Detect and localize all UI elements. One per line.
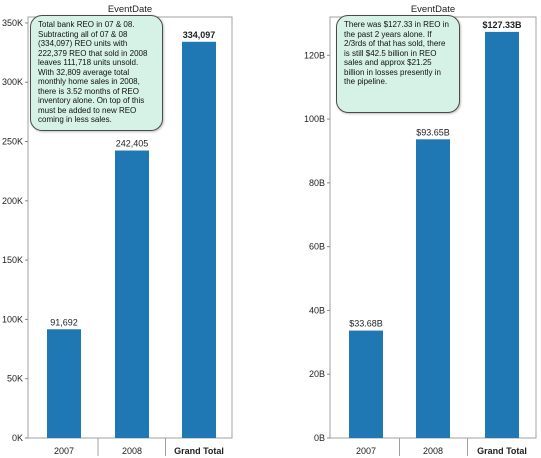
y-tick-label: 120B <box>304 50 325 60</box>
chart-right-reo-value: EventDate 0B 20B 40B 60B 80B 100B 120B $33.68B 20… <box>304 4 537 456</box>
bar-2007 <box>349 330 383 438</box>
category-label: 2008 <box>122 446 142 456</box>
y-tick-label: 300K <box>2 77 23 87</box>
data-label: $33.68B <box>349 319 383 329</box>
chart-left-reo-units: EventDate 0K 50K 100K 150K 200K 250K 300K 350K 91… <box>2 4 233 456</box>
y-tick-label: 100K <box>2 314 23 324</box>
annotation-left: Total bank REO in 07 & 08. Subtracting a… <box>30 15 163 131</box>
y-tick-label: 40B <box>309 305 325 315</box>
category-label: Grand Total <box>174 446 224 456</box>
category-label: 2007 <box>54 446 74 456</box>
y-tick-label: 80B <box>309 178 325 188</box>
y-tick-label: 200K <box>2 196 23 206</box>
y-tick-label: 0K <box>12 433 23 443</box>
category-label: 2007 <box>356 446 376 456</box>
data-label: 334,097 <box>183 30 216 40</box>
y-tick-label: 100B <box>304 114 325 124</box>
data-label: 242,405 <box>116 139 149 149</box>
annotation-right: There was $127.33 in REO in the past 2 y… <box>336 15 460 113</box>
data-label: $93.65B <box>416 127 450 137</box>
chart-title: EventDate <box>411 4 455 15</box>
chart-title: EventDate <box>108 4 152 15</box>
y-tick-label: 0B <box>314 433 325 443</box>
category-label: 2008 <box>423 446 443 456</box>
bar-2008 <box>416 139 450 438</box>
category-label: Grand Total <box>477 446 527 456</box>
bar-grand-total <box>485 31 519 438</box>
y-tick-label: 20B <box>309 369 325 379</box>
bar-2008 <box>115 150 149 439</box>
y-tick-label: 50K <box>7 374 23 384</box>
y-tick-label: 60B <box>309 242 325 252</box>
y-tick-label: 250K <box>2 137 23 147</box>
y-tick-label: 350K <box>2 18 23 28</box>
data-label: 91,692 <box>50 317 78 327</box>
bar-2007 <box>47 329 81 438</box>
y-tick-label: 150K <box>2 255 23 265</box>
bar-grand-total <box>182 41 216 439</box>
data-label: $127.33B <box>482 20 522 30</box>
